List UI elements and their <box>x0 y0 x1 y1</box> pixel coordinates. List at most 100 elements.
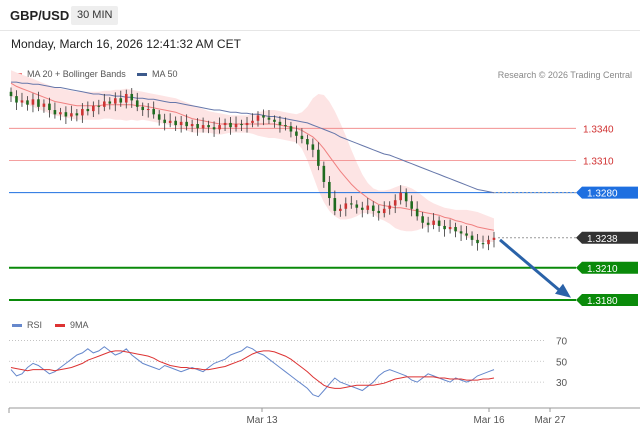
candle-body <box>218 125 221 130</box>
candle-body <box>75 113 79 116</box>
candle-body <box>251 120 254 123</box>
rsi-tick-50: 50 <box>556 357 568 368</box>
candle-body <box>20 100 24 103</box>
candle-body <box>70 113 73 117</box>
candle-body <box>256 115 260 121</box>
candle-body <box>415 208 419 217</box>
legend-ma20-label: MA 20 + Bollinger Bands <box>27 69 126 79</box>
legend-rsi-label: RSI <box>27 320 43 330</box>
rsi-swatch <box>12 323 22 327</box>
candle-body <box>86 108 90 112</box>
candle-body <box>454 227 457 232</box>
candle-body <box>284 125 287 127</box>
candle-body <box>377 210 381 214</box>
candle-body <box>317 149 320 166</box>
candle-body <box>278 121 282 126</box>
candle-body <box>267 117 271 120</box>
candle-body <box>108 101 112 104</box>
level-1-3340-label: 1.3340 <box>583 124 614 135</box>
legend-ma50-label: MA 50 <box>152 69 178 79</box>
candle-body <box>141 106 145 111</box>
rsi-ma9-line <box>10 350 495 389</box>
rsi-tick-70: 70 <box>556 336 568 347</box>
candle-body <box>487 239 490 245</box>
candle-body <box>295 131 298 136</box>
candle-body <box>223 122 227 126</box>
candle-body <box>481 243 485 245</box>
candle-body <box>48 103 51 111</box>
legend-rsi: RSI <box>12 320 42 330</box>
candle-body <box>31 99 35 105</box>
candle-body <box>113 98 117 104</box>
candle-body <box>360 207 364 210</box>
level-1-3238-tag <box>576 231 638 244</box>
bollinger-band <box>11 70 494 242</box>
legend-9ma-label: 9MA <box>70 320 89 330</box>
candle-body <box>157 114 161 120</box>
candle-body <box>37 99 40 107</box>
x-tick-label: Mar 27 <box>534 415 566 426</box>
candle-body <box>185 121 188 127</box>
candle-body <box>421 216 424 223</box>
candle-body <box>64 112 68 117</box>
candle-body <box>262 115 265 118</box>
candle-body <box>245 122 249 126</box>
candle-body <box>42 103 46 107</box>
level-1-3210-tag <box>576 261 638 274</box>
candle-body <box>15 96 18 103</box>
candle-body <box>448 227 452 230</box>
forecast-arrow-shaft <box>499 238 561 292</box>
candle-body <box>432 220 435 225</box>
candle-body <box>339 208 342 211</box>
candle-body <box>190 124 194 127</box>
datetime-label: Monday, March 16, 2026 12:41:32 AM CET <box>11 37 241 51</box>
candle-body <box>119 98 123 103</box>
candle-body <box>174 120 177 126</box>
candle-body <box>476 239 479 244</box>
candle-body <box>470 235 474 240</box>
legend-9ma: 9MA <box>55 320 89 330</box>
candle-body <box>371 205 375 211</box>
candle-body <box>201 125 205 129</box>
candle-body <box>146 108 150 111</box>
x-tick-label: Mar 13 <box>246 415 278 426</box>
candle-body <box>152 108 156 115</box>
candle-body <box>234 124 238 128</box>
timeframe-badge[interactable]: 30 MIN <box>71 6 119 25</box>
candle-body <box>130 93 134 101</box>
candle-body <box>240 124 243 126</box>
candle-body <box>135 100 139 107</box>
candle-body <box>97 105 101 107</box>
candle-body <box>404 192 408 202</box>
candle-body <box>388 205 392 209</box>
level-1-3310-label: 1.3310 <box>583 156 614 167</box>
candle-body <box>168 120 172 123</box>
candle-body <box>437 220 441 226</box>
candle-body <box>399 192 402 201</box>
candle-body <box>443 225 446 230</box>
candle-body <box>196 124 199 129</box>
candle-body <box>349 203 353 205</box>
candle-body <box>124 93 128 103</box>
candle-body <box>179 121 183 126</box>
candle-body <box>207 125 210 128</box>
candle-body <box>273 119 276 122</box>
candle-body <box>328 181 331 199</box>
candle-body <box>229 122 232 128</box>
ma9-swatch <box>55 323 65 327</box>
candle-body <box>322 165 326 182</box>
candle-body <box>366 205 370 210</box>
level-1-3210-label: 1.3210 <box>587 264 618 275</box>
level-1-3280-tag <box>576 186 638 199</box>
candle-body <box>382 208 386 214</box>
level-1-3280-label: 1.3280 <box>587 189 618 200</box>
candle-body <box>311 144 315 150</box>
level-1-3238-label: 1.3238 <box>587 234 618 245</box>
candle-body <box>59 112 62 115</box>
legend-ma50: MA 50 <box>137 69 178 79</box>
candle-body <box>465 233 468 236</box>
candle-body <box>459 231 463 234</box>
candle-body <box>103 101 106 107</box>
candle-body <box>163 119 166 123</box>
